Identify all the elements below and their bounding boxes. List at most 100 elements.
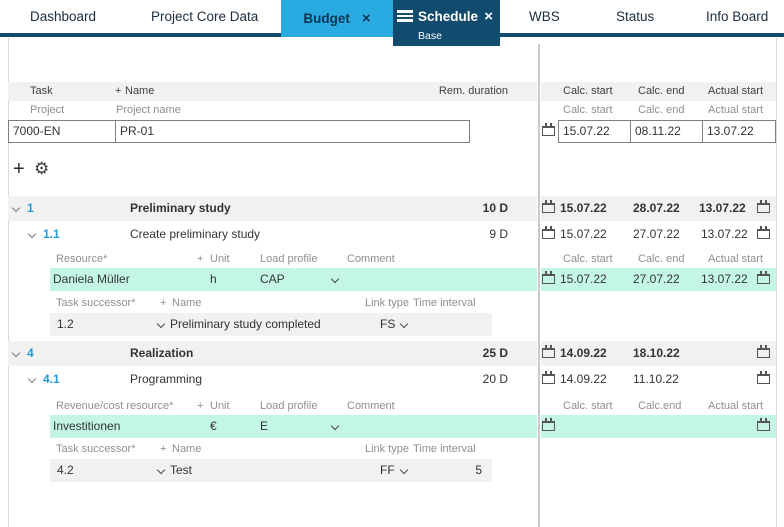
load-profile-cell[interactable]: CAP — [260, 272, 285, 286]
tab-project-core-data[interactable]: Project Core Data — [151, 9, 259, 24]
project-calc-start-input[interactable]: 15.07.22 — [558, 120, 631, 143]
collapse-icon[interactable] — [27, 374, 37, 384]
tab-budget-close-icon[interactable]: × — [361, 10, 371, 27]
task-name-cell[interactable]: Realization — [130, 346, 194, 360]
calendar-icon[interactable] — [757, 418, 770, 431]
toolbar: + ⚙ — [8, 158, 537, 182]
collapse-icon[interactable] — [11, 348, 21, 358]
dropdown-icon chevron-down-icon[interactable] — [399, 319, 409, 329]
calendar-icon[interactable] — [757, 371, 770, 384]
resource-row[interactable]: Investitionen € E — [50, 415, 537, 438]
col-task: Task — [30, 85, 53, 97]
dropdown-icon chevron-down-icon[interactable] — [156, 465, 166, 475]
successor-row[interactable]: 4.2 Test FF 5 — [50, 459, 492, 482]
task-id-link[interactable]: 1 — [27, 201, 34, 215]
task-row[interactable]: 4 Realization 25 D — [8, 341, 537, 366]
unit-cell[interactable]: h — [210, 272, 217, 286]
tab-schedule[interactable]: Schedule × Base — [393, 0, 500, 46]
add-button plus-icon[interactable]: + — [13, 158, 25, 180]
col-link-type: Link type — [365, 443, 410, 455]
resource-row[interactable]: Daniela Müller h CAP — [50, 268, 537, 291]
dropdown-icon chevron-down-icon[interactable] — [156, 319, 166, 329]
dropdown-icon chevron-down-icon[interactable] — [330, 421, 340, 431]
col-name: Name — [172, 443, 202, 455]
collapse-icon[interactable] — [27, 229, 37, 239]
plus-icon[interactable]: + — [160, 443, 167, 455]
tab-schedule-close-icon[interactable]: × — [484, 8, 493, 25]
task-name-cell[interactable]: Preliminary study — [130, 201, 231, 215]
calc-end-cell[interactable]: 28.07.22 — [633, 201, 680, 215]
col-unit: Unit — [210, 400, 230, 412]
calendar-icon[interactable] — [542, 418, 555, 431]
actual-start-cell[interactable]: 13.07.22 — [699, 201, 746, 215]
tab-status[interactable]: Status — [616, 9, 655, 24]
calc-start-cell[interactable]: 14.09.22 — [560, 372, 607, 386]
actual-start-cell[interactable]: 13.07.22 — [701, 272, 748, 286]
link-type-cell[interactable]: FS — [380, 317, 396, 331]
calendar-icon[interactable] — [542, 200, 555, 213]
col-load-profile: Load profile — [260, 253, 318, 265]
project-name-input[interactable]: PR-01 — [115, 120, 470, 143]
successor-id-cell[interactable]: 4.2 — [57, 463, 74, 477]
task-row[interactable]: 4.1 Programming 20 D — [8, 367, 537, 392]
col-resource: Resource* — [56, 253, 108, 265]
calc-start-cell[interactable]: 15.07.22 — [560, 272, 607, 286]
task-id-link[interactable]: 4.1 — [43, 372, 60, 386]
col-name: Name — [172, 297, 202, 309]
link-type-cell[interactable]: FF — [380, 463, 395, 477]
calendar-icon[interactable] — [542, 371, 555, 384]
project-actual-start-input[interactable]: 13.07.22 — [702, 120, 776, 143]
calendar-icon[interactable] — [757, 345, 770, 358]
tab-wbs[interactable]: WBS — [529, 9, 560, 24]
project-calc-end-input[interactable]: 08.11.22 — [630, 120, 703, 143]
calendar-icon[interactable] — [542, 271, 555, 284]
calc-end-cell[interactable]: 18.10.22 — [633, 346, 680, 360]
calendar-icon[interactable] — [757, 226, 770, 239]
load-profile-cell[interactable]: E — [260, 419, 269, 433]
calc-start-cell[interactable]: 15.07.22 — [560, 201, 607, 215]
calendar-icon[interactable] — [757, 271, 770, 284]
successor-name-cell[interactable]: Test — [170, 463, 193, 477]
calc-end-cell[interactable]: 27.07.22 — [633, 272, 680, 286]
resource-header-row: Revenue/cost resource* + Unit Load profi… — [8, 398, 537, 415]
unit-cell[interactable]: € — [210, 419, 217, 433]
calc-start-cell[interactable]: 15.07.22 — [560, 227, 607, 241]
plus-icon[interactable]: + — [160, 297, 167, 309]
calendar-icon[interactable] — [757, 200, 770, 213]
successor-name-cell[interactable]: Preliminary study completed — [170, 317, 321, 331]
calendar-icon[interactable] — [542, 226, 555, 239]
successor-id-cell[interactable]: 1.2 — [57, 317, 74, 331]
calc-start-cell[interactable]: 14.09.22 — [560, 346, 607, 360]
resource-name-cell[interactable]: Investitionen — [53, 419, 121, 433]
resource-name-cell[interactable]: Daniela Müller — [53, 272, 130, 286]
calc-end-cell[interactable]: 11.10.22 — [633, 372, 679, 386]
pane-divider[interactable] — [538, 44, 540, 527]
menu-icon[interactable] — [397, 10, 413, 24]
col-name: Name — [125, 85, 155, 97]
dropdown-icon chevron-down-icon[interactable] — [330, 274, 340, 284]
project-id-input[interactable]: 7000-EN — [8, 120, 116, 143]
tab-dashboard[interactable]: Dashboard — [30, 9, 97, 24]
resource-header-row-dates: Calc. start Calc. end Actual start — [541, 251, 776, 268]
plus-icon[interactable]: + — [115, 85, 122, 97]
calendar-icon[interactable] — [542, 123, 555, 136]
actual-start-cell[interactable]: 13.07.22 — [701, 227, 748, 241]
task-id-link[interactable]: 1.1 — [43, 227, 60, 241]
plus-icon[interactable]: + — [197, 400, 204, 412]
settings-button gear-icon[interactable]: ⚙ — [34, 159, 50, 178]
tab-budget[interactable]: Budget × — [281, 0, 393, 37]
task-name-cell[interactable]: Programming — [130, 372, 203, 386]
time-interval-cell[interactable]: 5 — [475, 463, 482, 477]
task-row[interactable]: 1.1 Create preliminary study 9 D — [8, 222, 537, 247]
calendar-icon[interactable] — [542, 345, 555, 358]
task-id-link[interactable]: 4 — [27, 346, 34, 360]
task-name-cell[interactable]: Create preliminary study — [130, 227, 261, 241]
dropdown-icon chevron-down-icon[interactable] — [399, 465, 409, 475]
tab-info-board[interactable]: Info Board — [706, 9, 769, 24]
successor-row[interactable]: 1.2 Preliminary study completed FS — [50, 313, 492, 336]
plus-icon[interactable]: + — [197, 253, 204, 265]
calc-end-cell[interactable]: 27.07.22 — [633, 227, 680, 241]
collapse-icon[interactable] — [11, 203, 21, 213]
task-row[interactable]: 1 Preliminary study 10 D — [8, 196, 537, 221]
